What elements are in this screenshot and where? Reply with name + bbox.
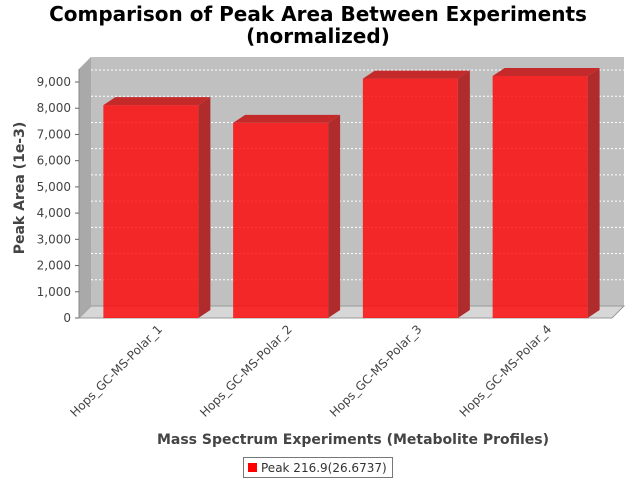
bar-top [233, 114, 341, 123]
y-tick-label: 4,000 [37, 206, 71, 220]
x-tick-label: Hops_GC-MS-Polar_4 [457, 322, 555, 420]
bars [103, 67, 600, 318]
legend: Peak 216.9(26.6737) [243, 457, 393, 478]
y-tick-label: 7,000 [37, 127, 71, 141]
x-tick-label: Hops_GC-MS-Polar_3 [327, 322, 425, 420]
y-tick-label: 9,000 [37, 75, 71, 89]
y-axis-title: Peak Area (1e-3) [12, 122, 28, 255]
y-tick-label: 3,000 [37, 232, 71, 246]
y-tick-label: 6,000 [37, 154, 71, 168]
bar-side [328, 114, 341, 318]
x-axis-ticks: Hops_GC-MS-Polar_1 Hops_GC-MS-Polar_2 Hops… [67, 322, 554, 420]
bar-front [233, 122, 329, 318]
y-tick-label: 5,000 [37, 180, 71, 194]
chart-subtitle: (normalized) [246, 24, 390, 48]
bar [362, 70, 470, 318]
y-tick-label: 8,000 [37, 101, 71, 115]
y-tick-label: 2,000 [37, 259, 71, 273]
bar [103, 97, 211, 318]
bar-front [492, 75, 588, 318]
bar-front [103, 105, 199, 318]
y-tick-label: 1,000 [37, 285, 71, 299]
legend-swatch [248, 463, 257, 472]
bar-side [198, 97, 211, 318]
bar-top [362, 70, 470, 79]
x-tick-label: Hops_GC-MS-Polar_2 [197, 322, 295, 420]
y-tick-label: 0 [63, 311, 71, 325]
legend-label: Peak 216.9(26.6737) [261, 460, 387, 475]
bar-side [457, 70, 470, 318]
bar [233, 114, 341, 318]
bar [492, 67, 600, 318]
x-axis-title: Mass Spectrum Experiments (Metabolite Pr… [157, 432, 549, 448]
bar-front [362, 78, 458, 318]
bar-side [587, 67, 600, 318]
y-axis-ticks: 0 1,000 2,000 3,000 4,000 5,000 6,000 7,000 8,00… [37, 75, 79, 325]
x-tick-label: Hops_GC-MS-Polar_1 [67, 322, 165, 420]
chart-title: Comparison of Peak Area Between Experime… [49, 2, 587, 26]
bar-top [103, 97, 211, 106]
bar-top [492, 67, 600, 76]
